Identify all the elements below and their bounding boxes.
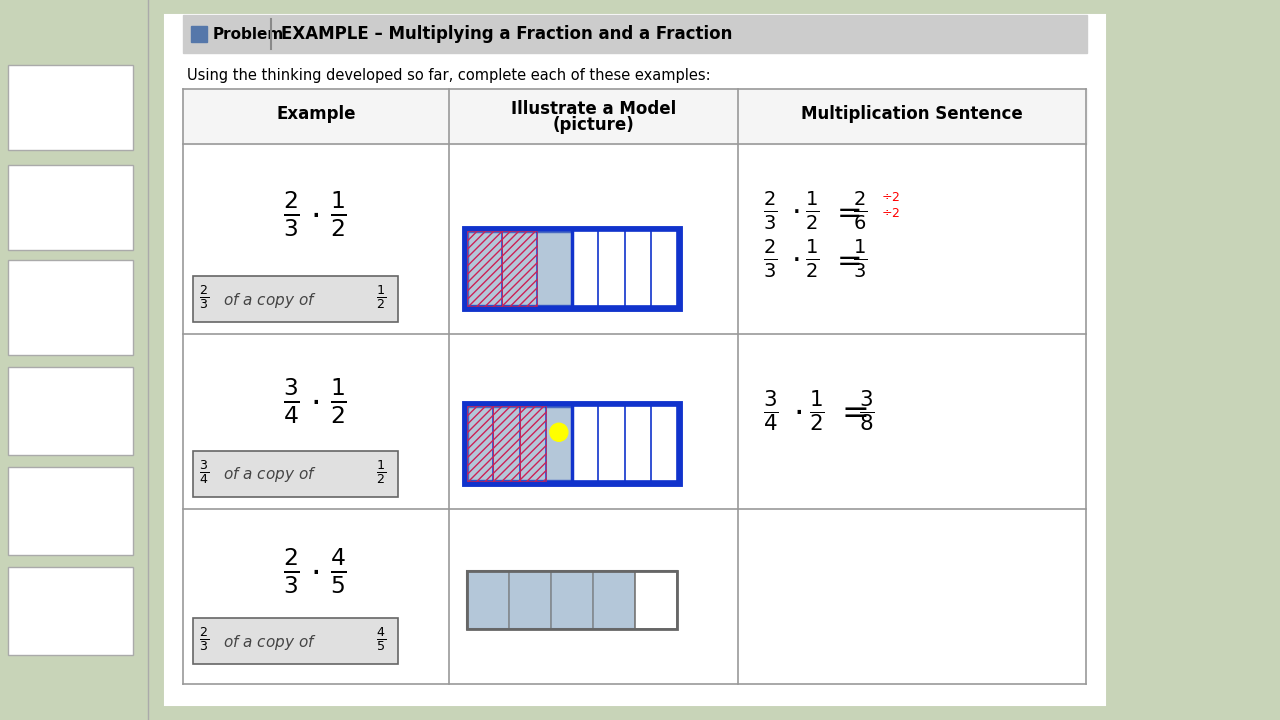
- Bar: [550, 571, 593, 629]
- Bar: [8, 260, 133, 355]
- Text: $\frac{1}{2}$: $\frac{1}{2}$: [376, 283, 387, 311]
- Bar: [493, 406, 520, 481]
- Text: $\cdot$: $\cdot$: [794, 395, 803, 428]
- Bar: [193, 451, 398, 497]
- Text: $=$: $=$: [831, 197, 861, 225]
- Text: $\cdot$: $\cdot$: [791, 197, 800, 225]
- Circle shape: [550, 423, 568, 441]
- Text: Illustrate a Model: Illustrate a Model: [511, 99, 676, 117]
- Bar: [193, 276, 398, 322]
- Text: $\cdot$: $\cdot$: [310, 385, 319, 418]
- Bar: [493, 406, 520, 481]
- Bar: [502, 231, 538, 306]
- Text: $\frac{1}{2}$: $\frac{1}{2}$: [329, 377, 347, 426]
- Bar: [520, 406, 545, 481]
- Bar: [8, 367, 133, 455]
- Text: $\frac{2}{3}$: $\frac{2}{3}$: [283, 189, 300, 239]
- Text: $\frac{2}{6}$: $\frac{2}{6}$: [852, 190, 868, 232]
- Text: (picture): (picture): [553, 115, 635, 133]
- Bar: [509, 571, 550, 629]
- Bar: [0, 0, 148, 720]
- Text: $\frac{2}{3}$: $\frac{2}{3}$: [198, 625, 209, 653]
- Text: $\frac{2}{3}$: $\frac{2}{3}$: [198, 283, 209, 311]
- Text: $\div 2$: $\div 2$: [881, 207, 900, 220]
- Text: $\frac{3}{8}$: $\frac{3}{8}$: [859, 389, 874, 434]
- Bar: [467, 231, 502, 306]
- Bar: [467, 231, 502, 306]
- Text: $\frac{4}{5}$: $\frac{4}{5}$: [376, 625, 387, 653]
- Text: $\frac{3}{4}$: $\frac{3}{4}$: [198, 458, 209, 486]
- Text: $\mathit{of\ a\ copy\ of}$: $\mathit{of\ a\ copy\ of}$: [223, 632, 317, 652]
- Bar: [520, 406, 545, 481]
- Text: $\frac{2}{3}$: $\frac{2}{3}$: [763, 190, 777, 232]
- Bar: [183, 89, 1087, 144]
- Bar: [467, 406, 677, 481]
- Text: $\frac{1}{3}$: $\frac{1}{3}$: [852, 238, 868, 280]
- Text: Multiplication Sentence: Multiplication Sentence: [801, 104, 1023, 122]
- Bar: [502, 231, 538, 306]
- Bar: [165, 15, 1105, 705]
- Bar: [183, 15, 1087, 53]
- Text: Example: Example: [276, 104, 356, 122]
- Text: $=$: $=$: [835, 395, 868, 428]
- Bar: [193, 618, 398, 664]
- Bar: [8, 65, 133, 150]
- Text: $\cdot$: $\cdot$: [791, 245, 800, 274]
- Bar: [467, 571, 677, 629]
- Bar: [467, 231, 677, 306]
- Bar: [8, 567, 133, 655]
- Bar: [545, 406, 572, 481]
- Bar: [635, 571, 677, 629]
- Bar: [191, 26, 207, 42]
- Bar: [467, 571, 677, 629]
- Text: $\frac{1}{2}$: $\frac{1}{2}$: [805, 190, 819, 232]
- Bar: [8, 467, 133, 555]
- Text: $\frac{1}{2}$: $\frac{1}{2}$: [329, 189, 347, 239]
- Bar: [8, 165, 133, 250]
- Text: $\cdot$: $\cdot$: [310, 555, 319, 588]
- Text: $\frac{4}{5}$: $\frac{4}{5}$: [329, 546, 347, 596]
- Text: $\mathit{of\ a\ copy\ of}$: $\mathit{of\ a\ copy\ of}$: [223, 290, 317, 310]
- Text: $\frac{3}{4}$: $\frac{3}{4}$: [283, 377, 300, 426]
- Text: $\cdot$: $\cdot$: [310, 197, 319, 230]
- Text: Using the thinking developed so far, complete each of these examples:: Using the thinking developed so far, com…: [187, 68, 710, 83]
- Text: $\frac{1}{2}$: $\frac{1}{2}$: [376, 458, 387, 486]
- Text: $\frac{3}{4}$: $\frac{3}{4}$: [763, 389, 778, 434]
- Text: $\mathit{of\ a\ copy\ of}$: $\mathit{of\ a\ copy\ of}$: [223, 466, 317, 485]
- Text: $\frac{2}{3}$: $\frac{2}{3}$: [283, 546, 300, 596]
- Bar: [593, 571, 635, 629]
- Bar: [467, 406, 493, 481]
- Text: Problem: Problem: [212, 27, 284, 42]
- Text: EXAMPLE – Multiplying a Fraction and a Fraction: EXAMPLE – Multiplying a Fraction and a F…: [282, 25, 732, 43]
- Bar: [572, 231, 677, 306]
- Bar: [467, 571, 509, 629]
- Text: $\frac{2}{3}$: $\frac{2}{3}$: [763, 238, 777, 280]
- Bar: [465, 403, 680, 484]
- Text: $\frac{1}{2}$: $\frac{1}{2}$: [809, 389, 824, 434]
- Text: $=$: $=$: [831, 245, 861, 274]
- Bar: [465, 228, 680, 309]
- Bar: [467, 406, 493, 481]
- Bar: [572, 406, 677, 481]
- Bar: [538, 231, 572, 306]
- Text: $\div 2$: $\div 2$: [881, 191, 900, 204]
- Text: $\frac{1}{2}$: $\frac{1}{2}$: [805, 238, 819, 280]
